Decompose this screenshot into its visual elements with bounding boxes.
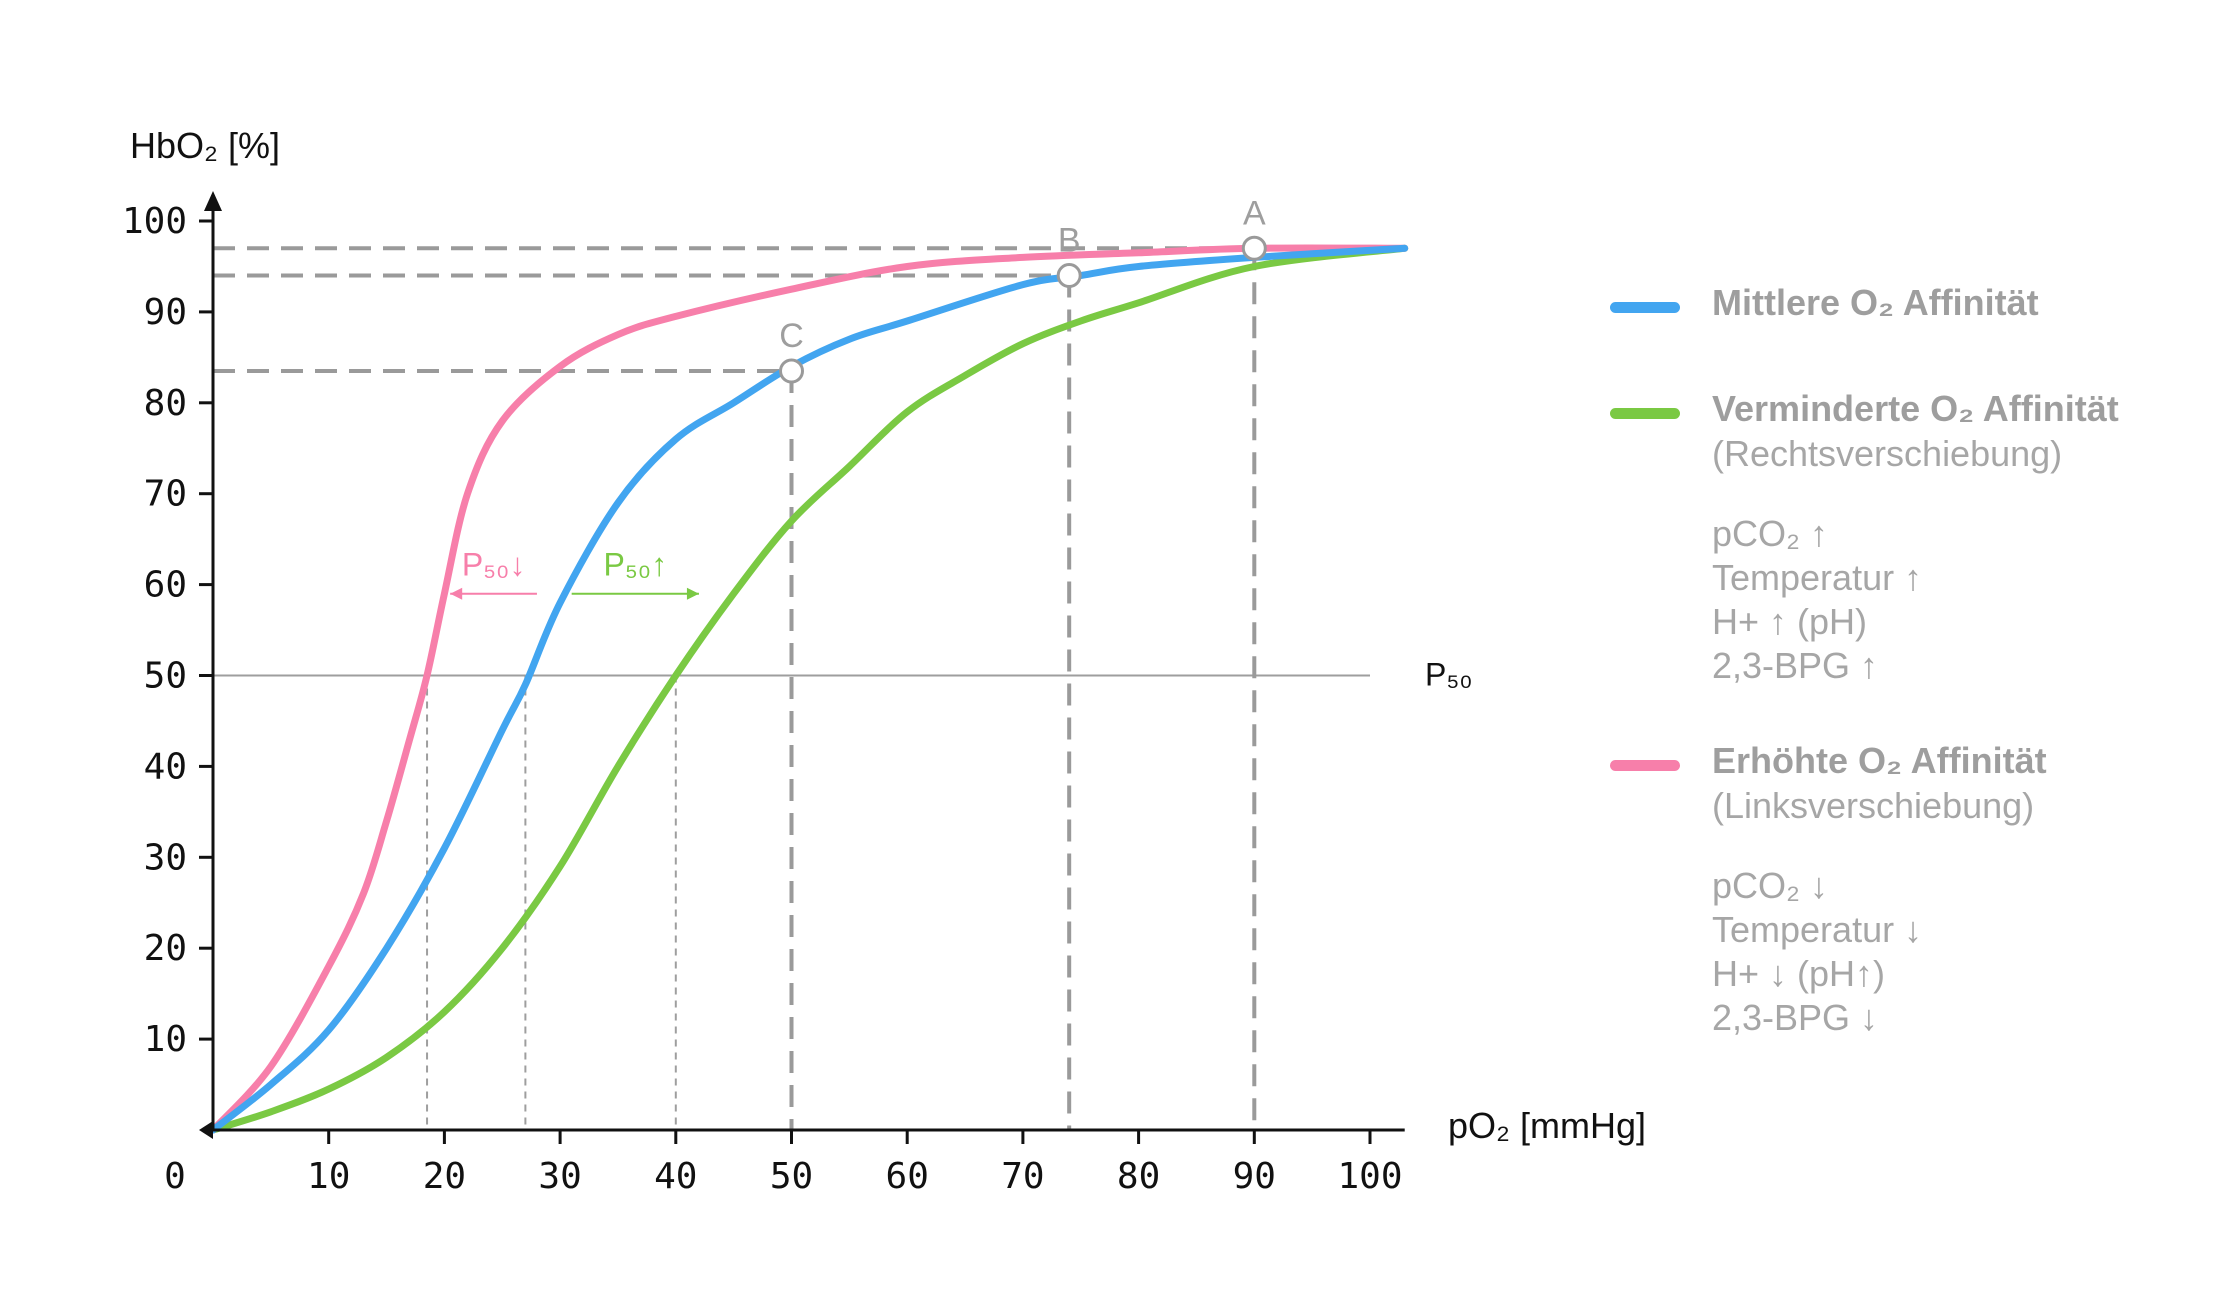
point-a (1241, 235, 1267, 261)
factor-bpg-up: 2,3-BPG ↑ (1712, 645, 1879, 686)
y-tick-label-40: 40 (144, 746, 187, 787)
legend-swatch-erhoehte (1610, 760, 1680, 771)
x-tick-label-40: 40 (654, 1156, 697, 1197)
legend-factors-verminderte: pCO₂ ↑ Temperatur ↑ H+ ↑ (pH) 2,3-BPG ↑ (1712, 512, 2170, 688)
series-line-verminderte (209, 244, 1409, 1134)
legend: Mittlere O₂ Affinität Verminderte O₂ Aff… (1610, 280, 2170, 1040)
y-tick-label-80: 80 (144, 383, 187, 424)
x-tick-label-10: 10 (307, 1156, 350, 1197)
point-label-b: B (1058, 222, 1081, 260)
point-label-c: C (779, 317, 804, 355)
point-label-a: A (1243, 194, 1266, 232)
curves (209, 235, 1409, 1134)
legend-swatch-mittlere (1610, 302, 1680, 313)
legend-subtitle-erhoehte: (Linksverschiebung) (1712, 785, 2035, 826)
y-tick-label-10: 10 (144, 1019, 187, 1060)
y-axis-arrow (204, 191, 222, 211)
x-axis-origin-arrow (199, 1121, 213, 1139)
y-tick-label-70: 70 (144, 474, 187, 515)
y-tick-label-90: 90 (144, 292, 187, 333)
legend-factors-erhoehte: pCO₂ ↓ Temperatur ↓ H+ ↓ (pH↑) 2,3-BPG ↓ (1712, 864, 2170, 1040)
annotation-arrow-head-0 (450, 587, 463, 600)
x-axis-title: pO₂ [mmHg] (1448, 1105, 1646, 1146)
annotation-arrow-head-1 (686, 587, 699, 600)
annotation-label-0: P₅₀↓ (462, 547, 526, 583)
x-tick-label-50: 50 (770, 1156, 813, 1197)
x-tick-label-80: 80 (1117, 1156, 1160, 1197)
y-tick-label-30: 30 (144, 837, 187, 878)
factor-pco2-down: pCO₂ ↓ (1712, 865, 1828, 906)
x-tick-label-20: 20 (423, 1156, 466, 1197)
y-tick-label-20: 20 (144, 928, 187, 969)
y-tick-label-60: 60 (144, 565, 187, 606)
factor-temperatur-down: Temperatur ↓ (1712, 909, 1923, 950)
legend-item-mittlere: Mittlere O₂ Affinität (1610, 280, 2170, 326)
factor-pco2-up: pCO₂ ↑ (1712, 513, 1828, 554)
series-line-erhoehte (209, 244, 1409, 1134)
labels: P₅₀ A B C P₅₀↓ P₅₀↑ (450, 194, 1473, 693)
factor-bpg-down: 2,3-BPG ↓ (1712, 997, 1879, 1038)
x-tick-label-60: 60 (886, 1156, 929, 1197)
legend-swatch-verminderte (1610, 408, 1680, 419)
axes: 10 20 30 40 50 60 70 80 90 100 10 20 30 40 50 60 70 80 90 1… (122, 125, 1646, 1197)
factor-h-down: H+ ↓ (pH↑) (1712, 953, 1886, 994)
legend-title-mittlere: Mittlere O₂ Affinität (1712, 282, 2039, 323)
legend-title-verminderte: Verminderte O₂ Affinität (1712, 388, 2119, 429)
legend-title-erhoehte: Erhöhte O₂ Affinität (1712, 740, 2047, 781)
legend-item-erhoehte: Erhöhte O₂ Affinität (Linksverschiebung) (1610, 738, 2170, 828)
x-tick-label-30: 30 (538, 1156, 581, 1197)
legend-subtitle-verminderte: (Rechtsverschiebung) (1712, 433, 2063, 474)
legend-item-verminderte: Verminderte O₂ Affinität (Rechtsverschie… (1610, 386, 2170, 476)
x-tick-label-70: 70 (1001, 1156, 1044, 1197)
x-tick-label-90: 90 (1233, 1156, 1276, 1197)
p50-line-label: P₅₀ (1425, 657, 1473, 693)
annotation-label-1: P₅₀↑ (604, 547, 668, 583)
y-tick-label-50: 50 (144, 656, 187, 697)
y-tick-label-100: 100 (122, 201, 187, 242)
origin-label: 0 (164, 1156, 186, 1197)
series-line-mittlere (209, 244, 1409, 1134)
point-b (1056, 263, 1082, 289)
x-tick-label-100: 100 (1337, 1156, 1402, 1197)
reference-lines (213, 246, 1370, 1130)
factor-h-up: H+ ↑ (pH) (1712, 601, 1868, 642)
y-axis-title: HbO₂ [%] (130, 125, 280, 166)
factor-temperatur-up: Temperatur ↑ (1712, 557, 1923, 598)
point-c (779, 358, 804, 384)
